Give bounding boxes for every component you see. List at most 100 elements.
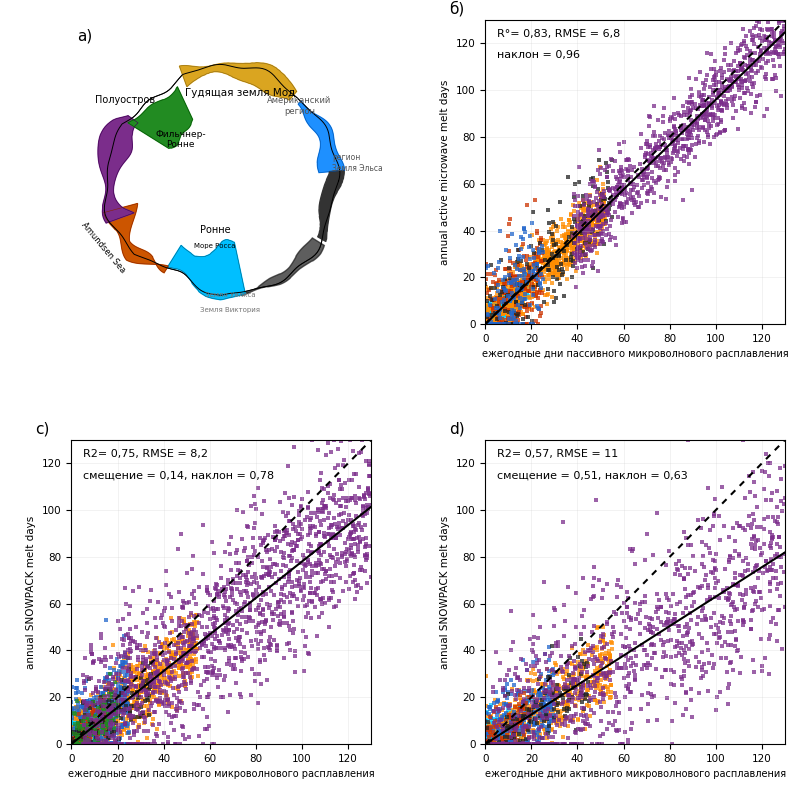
Point — [491, 302, 504, 315]
Point — [66, 738, 79, 750]
Point — [597, 187, 610, 200]
Point — [79, 732, 92, 745]
Point — [611, 189, 624, 202]
Point — [80, 738, 93, 750]
Point — [481, 301, 494, 314]
Point — [510, 271, 523, 284]
Point — [592, 212, 604, 225]
Point — [484, 738, 496, 750]
Point — [525, 706, 538, 718]
Point — [282, 566, 295, 578]
Point — [79, 730, 92, 742]
Point — [119, 690, 132, 703]
Point — [497, 731, 510, 744]
Point — [695, 579, 708, 592]
Point — [78, 738, 90, 750]
Point — [587, 205, 600, 218]
Point — [111, 705, 124, 718]
Point — [85, 735, 98, 748]
Point — [121, 738, 134, 750]
Point — [71, 734, 84, 747]
Point — [140, 688, 152, 701]
Point — [646, 621, 659, 634]
Point — [111, 672, 124, 685]
Point — [69, 727, 82, 740]
Point — [483, 297, 496, 310]
Point — [82, 733, 94, 746]
Point — [163, 700, 175, 713]
Point — [66, 729, 79, 742]
Point — [360, 538, 373, 550]
Point — [486, 310, 499, 322]
Point — [504, 734, 517, 746]
Point — [278, 530, 290, 542]
Point — [108, 738, 121, 750]
Point — [75, 727, 87, 740]
Point — [561, 242, 573, 254]
Point — [657, 650, 669, 663]
Point — [88, 738, 101, 750]
Point — [490, 735, 503, 748]
Point — [488, 730, 500, 742]
Point — [483, 723, 496, 736]
Point — [76, 718, 89, 730]
Point — [508, 734, 521, 747]
Point — [134, 673, 147, 686]
Point — [757, 42, 770, 54]
Point — [86, 708, 98, 721]
Point — [302, 529, 315, 542]
Point — [144, 669, 157, 682]
Point — [480, 317, 492, 330]
Point — [668, 614, 680, 627]
Point — [147, 684, 160, 697]
Point — [576, 223, 588, 236]
Point — [492, 738, 504, 750]
Point — [479, 318, 492, 330]
Point — [519, 738, 532, 750]
Point — [193, 698, 205, 711]
Point — [746, 507, 759, 520]
Point — [709, 112, 722, 125]
Point — [481, 318, 494, 330]
Point — [576, 686, 588, 698]
Point — [481, 311, 493, 324]
Point — [75, 738, 88, 750]
Point — [495, 296, 508, 309]
Point — [79, 733, 92, 746]
Point — [511, 302, 524, 314]
Point — [508, 722, 521, 735]
Point — [564, 238, 577, 250]
Point — [487, 313, 500, 326]
Point — [113, 673, 125, 686]
Point — [577, 245, 589, 258]
Point — [106, 706, 119, 719]
Point — [750, 30, 763, 43]
Point — [489, 738, 502, 750]
Point — [583, 218, 596, 230]
Point — [98, 692, 110, 705]
Point — [315, 549, 328, 562]
Point — [482, 312, 495, 325]
Point — [494, 300, 507, 313]
Point — [86, 718, 99, 730]
Point — [123, 600, 136, 613]
Point — [123, 681, 136, 694]
Point — [95, 738, 108, 750]
Point — [94, 697, 107, 710]
Point — [230, 577, 243, 590]
Point — [761, 42, 774, 54]
Point — [108, 698, 121, 710]
Point — [758, 466, 771, 478]
Point — [593, 154, 606, 167]
Point — [96, 700, 109, 713]
Point — [557, 682, 570, 694]
Point — [490, 708, 503, 721]
Point — [602, 654, 615, 666]
Point — [486, 302, 499, 315]
Point — [80, 738, 93, 750]
Point — [664, 115, 676, 128]
Point — [540, 679, 553, 692]
Point — [511, 719, 523, 732]
Point — [72, 735, 85, 748]
Point — [499, 271, 511, 284]
